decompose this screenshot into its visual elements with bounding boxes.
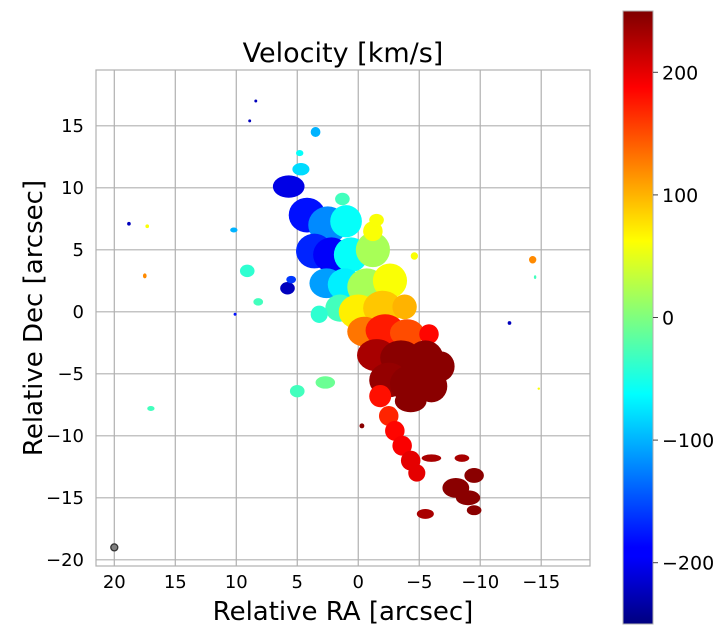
velocity-pixel-region — [454, 454, 470, 462]
velocity-pixel-region — [233, 312, 237, 316]
velocity-pixel-region — [254, 99, 258, 103]
velocity-pixel-region — [372, 263, 408, 299]
beam-marker — [110, 543, 119, 552]
velocity-pixel-region — [416, 508, 434, 519]
y-tick-label: 15 — [61, 116, 84, 137]
colorbar-tick-label: −100 — [662, 430, 714, 452]
y-axis-label: Relative Dec [arcsec] — [19, 180, 49, 456]
velocity-pixel-region — [389, 319, 425, 347]
velocity-pixel-region — [537, 387, 540, 390]
velocity-pixel-region — [455, 490, 481, 506]
velocity-pixel-region — [310, 127, 321, 137]
colorbar-tick-label: −200 — [662, 553, 714, 575]
velocity-pixel-region — [142, 273, 147, 279]
y-tick-label: 5 — [73, 240, 84, 261]
velocity-pixel-region — [280, 282, 295, 295]
colorbar — [622, 10, 654, 625]
velocity-pixel-region — [464, 468, 484, 483]
chart-title: Velocity [km/s] — [243, 38, 444, 69]
x-tick-label: −10 — [461, 572, 499, 593]
y-tick-label: 0 — [73, 302, 84, 323]
velocity-pixel-region — [292, 163, 310, 176]
y-tick-label: −15 — [46, 488, 84, 509]
velocity-pixel-region — [369, 213, 384, 227]
velocity-pixel-region — [289, 384, 305, 398]
velocity-pixel-region — [507, 321, 512, 325]
beam-ellipse — [110, 543, 119, 552]
velocity-pixel-region — [394, 389, 427, 413]
velocity-pixel-region — [529, 256, 537, 264]
x-axis-label: Relative RA [arcsec] — [213, 597, 474, 627]
velocity-pixel-region — [147, 406, 155, 411]
velocity-pixel-region — [330, 205, 362, 238]
velocity-pixel-region — [127, 221, 131, 226]
velocity-pixel-region — [272, 175, 305, 198]
velocity-pixel-region — [466, 505, 482, 516]
velocity-pixel-region — [369, 384, 392, 408]
x-tick-label: 20 — [103, 572, 126, 593]
velocity-pixel-region — [286, 275, 297, 284]
velocity-pixel-region — [355, 232, 390, 268]
velocity-pixel-region — [421, 454, 442, 462]
velocity-pixel-region — [385, 420, 405, 441]
x-tick-label: 0 — [353, 572, 364, 593]
y-tick-label: −20 — [46, 550, 84, 571]
velocity-pixel-region — [239, 264, 255, 278]
x-tick-label: 10 — [225, 572, 248, 593]
y-tick-labels: 15 10 5 0 −5 −10 −15 −20 — [46, 116, 84, 571]
colorbar-tick-label: 200 — [662, 62, 698, 84]
velocity-pixel-region — [145, 224, 150, 229]
velocity-pixel-region — [253, 298, 264, 306]
velocity-pixel-region — [533, 275, 537, 279]
x-tick-label: −15 — [522, 572, 560, 593]
velocity-pixel-region — [335, 192, 350, 206]
colorbar-tick-label: 100 — [662, 185, 698, 207]
y-tick-label: 10 — [61, 178, 84, 199]
velocity-pixel-region — [392, 294, 417, 320]
velocity-pixel-region — [419, 324, 439, 345]
velocity-pixel-region — [310, 305, 328, 323]
velocity-pixel-region — [392, 435, 412, 456]
x-tick-labels: 20 15 10 5 0 −5 −10 −15 — [103, 572, 560, 593]
velocity-pixel-region — [415, 370, 448, 403]
x-tick-label: 5 — [292, 572, 303, 593]
velocity-pixel-region — [410, 252, 419, 260]
velocity-pixel-region — [363, 221, 383, 242]
colorbar-tick-labels: 200 100 0 −100 −200 — [653, 62, 714, 575]
velocity-pixel-region — [315, 376, 336, 389]
velocity-pixel-region — [296, 149, 304, 157]
y-tick-label: −10 — [46, 426, 84, 447]
velocity-pixel-region — [408, 464, 426, 482]
velocity-pixel-region — [248, 119, 252, 123]
velocity-field — [127, 99, 540, 519]
plot-frame — [95, 69, 591, 567]
y-tick-label: −5 — [57, 364, 84, 385]
velocity-pixel-region — [359, 423, 365, 429]
x-tick-label: 15 — [164, 572, 187, 593]
x-tick-label: −5 — [406, 572, 433, 593]
velocity-pixel-region — [378, 406, 399, 426]
colorbar-tick-label: 0 — [662, 308, 674, 330]
velocity-pixel-region — [230, 227, 238, 233]
